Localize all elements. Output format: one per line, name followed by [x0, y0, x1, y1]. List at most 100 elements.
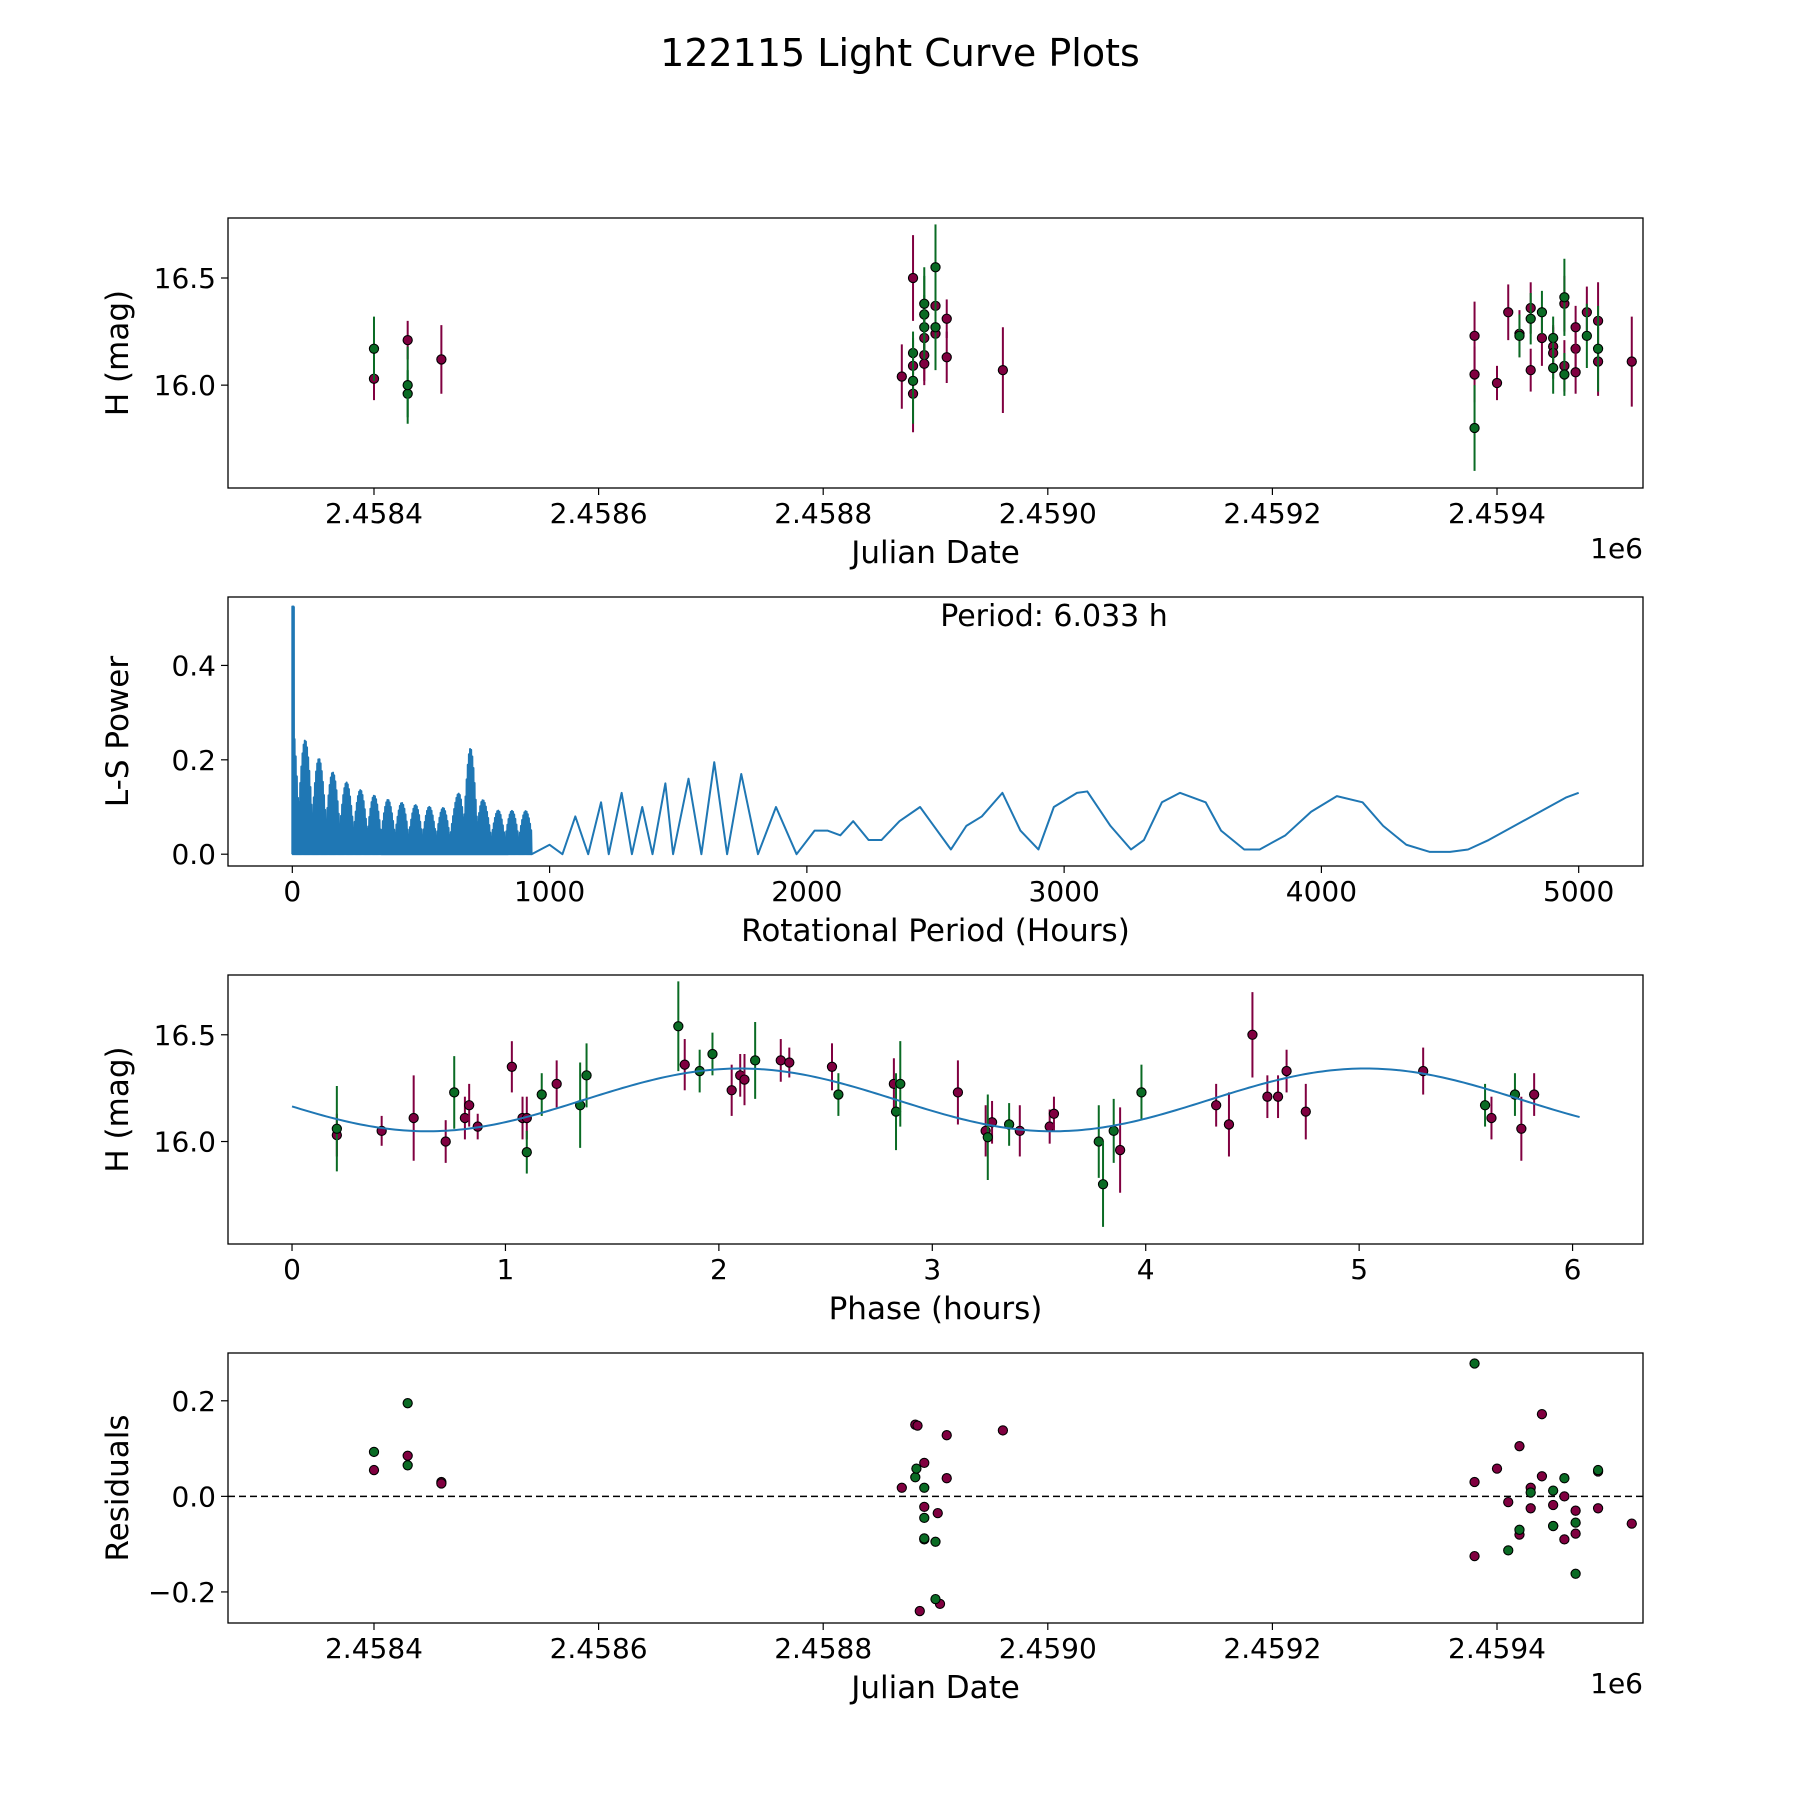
x-tick-label: 4000: [1286, 875, 1357, 908]
plot-area: [228, 1358, 1643, 1617]
data-point: [1281, 1065, 1292, 1077]
x-tick-label: 2: [710, 1253, 728, 1286]
x-tick-label: 2.4594: [1448, 497, 1546, 530]
data-point: [1136, 1087, 1147, 1098]
data-point: [331, 1123, 342, 1134]
residual-point: [932, 1507, 943, 1519]
data-point: [536, 1089, 547, 1100]
data-point: [919, 358, 930, 369]
data-point: [930, 262, 941, 273]
residual-point: [919, 1533, 930, 1544]
data-point: [464, 1100, 475, 1111]
data-point: [895, 1078, 906, 1090]
data-point: [1491, 377, 1503, 389]
residual-point: [919, 1512, 930, 1524]
residual-point: [1514, 1524, 1525, 1535]
y-tick-label: 16.0: [154, 1126, 216, 1159]
data-point: [1581, 330, 1592, 342]
residual-point: [919, 1501, 930, 1513]
lightcurve-plot: 2.4584 2.4586 2.4588 2.4590 2.4592 2.4594 16.0…: [100, 217, 1644, 571]
periodogram-plot: Period: 6.033 h 0 1000 2000 3000 4000 5000 0.0…: [100, 596, 1644, 949]
x-tick-label: 2.4594: [1448, 1632, 1546, 1665]
residual-point: [1548, 1499, 1559, 1511]
residual-point: [1570, 1568, 1581, 1579]
residual-point: [1503, 1545, 1514, 1556]
data-point: [1592, 343, 1604, 354]
residual-point: [1525, 1503, 1536, 1514]
x-axis-label: Julian Date: [849, 1670, 1020, 1706]
residual-point: [436, 1478, 447, 1489]
y-axis-label: H (mag): [100, 290, 136, 416]
x-axis-label: Phase (hours): [829, 1291, 1043, 1327]
data-point: [506, 1061, 518, 1072]
x-tick-label: 4: [1137, 1253, 1155, 1286]
data-point: [1469, 369, 1480, 380]
residual-point: [896, 1482, 907, 1493]
residual-point: [1536, 1471, 1548, 1482]
data-point: [1469, 422, 1480, 434]
residual-point: [912, 1420, 923, 1431]
x-tick-label: 3000: [1029, 875, 1100, 908]
data-point: [1559, 369, 1570, 380]
data-point: [775, 1055, 786, 1066]
x-tick-label: 2.4590: [999, 1632, 1097, 1665]
y-tick-label: 0.2: [171, 1385, 216, 1418]
residual-point: [1626, 1518, 1637, 1529]
residual-point: [930, 1536, 941, 1547]
residual-point: [1469, 1358, 1480, 1369]
power-curve: [291, 605, 1580, 856]
residual-point: [930, 1593, 941, 1605]
y-tick-label: −0.2: [148, 1576, 216, 1609]
data-point: [952, 1087, 964, 1098]
data-point: [1536, 332, 1548, 344]
residual-point: [1548, 1520, 1559, 1532]
x-tick-label: 1: [497, 1253, 515, 1286]
x-tick-label: 0: [283, 875, 301, 908]
residual-point: [368, 1446, 380, 1458]
data-point: [982, 1132, 993, 1143]
axes-frame: [227, 596, 1644, 867]
data-point: [941, 313, 952, 324]
x-tick-label: 3: [923, 1253, 941, 1286]
x-tick-label: 2.4586: [550, 1632, 648, 1665]
plot-area: [291, 605, 1580, 856]
residual-point: [1469, 1550, 1480, 1562]
x-tick-label: 6: [1564, 1253, 1582, 1286]
y-tick-label: 0.2: [171, 744, 216, 777]
axes-frame: [227, 974, 1644, 1245]
y-axis-label: Residuals: [100, 1414, 136, 1561]
data-point: [408, 1112, 419, 1124]
residual-point: [911, 1463, 922, 1474]
data-point: [679, 1059, 690, 1070]
x-offset-label: 1e6: [1590, 1667, 1643, 1700]
data-point: [784, 1057, 795, 1068]
axes-frame: [227, 217, 1644, 489]
data-point: [1570, 322, 1581, 333]
data-point: [750, 1055, 761, 1066]
x-axis-label: Rotational Period (Hours): [741, 913, 1130, 949]
data-point: [941, 352, 952, 363]
residual-point: [1525, 1487, 1536, 1498]
data-point: [739, 1074, 750, 1085]
residual-point: [919, 1457, 930, 1469]
data-point: [436, 354, 447, 365]
y-tick-label: 16.0: [154, 369, 216, 402]
data-point: [997, 364, 1009, 376]
residual-point: [941, 1473, 952, 1484]
x-tick-label: 2.4592: [1223, 1632, 1321, 1665]
residuals-plot: 2.4584 2.4586 2.4588 2.4590 2.4592 2.4594 −0.2…: [100, 1352, 1644, 1706]
residual-point: [1592, 1464, 1604, 1476]
data-point: [890, 1106, 902, 1117]
data-point: [907, 272, 919, 284]
x-tick-label: 0: [283, 1253, 301, 1286]
axes-frame: [227, 1352, 1644, 1624]
data-point: [1525, 364, 1536, 376]
data-point: [1044, 1121, 1055, 1132]
x-tick-label: 2.4592: [1223, 497, 1321, 530]
x-tick-label: 5000: [1543, 875, 1614, 908]
data-point: [1525, 313, 1536, 324]
data-point: [459, 1112, 471, 1124]
data-point: [826, 1061, 838, 1072]
residual-point: [402, 1398, 413, 1409]
model-curve: [291, 1067, 1580, 1133]
